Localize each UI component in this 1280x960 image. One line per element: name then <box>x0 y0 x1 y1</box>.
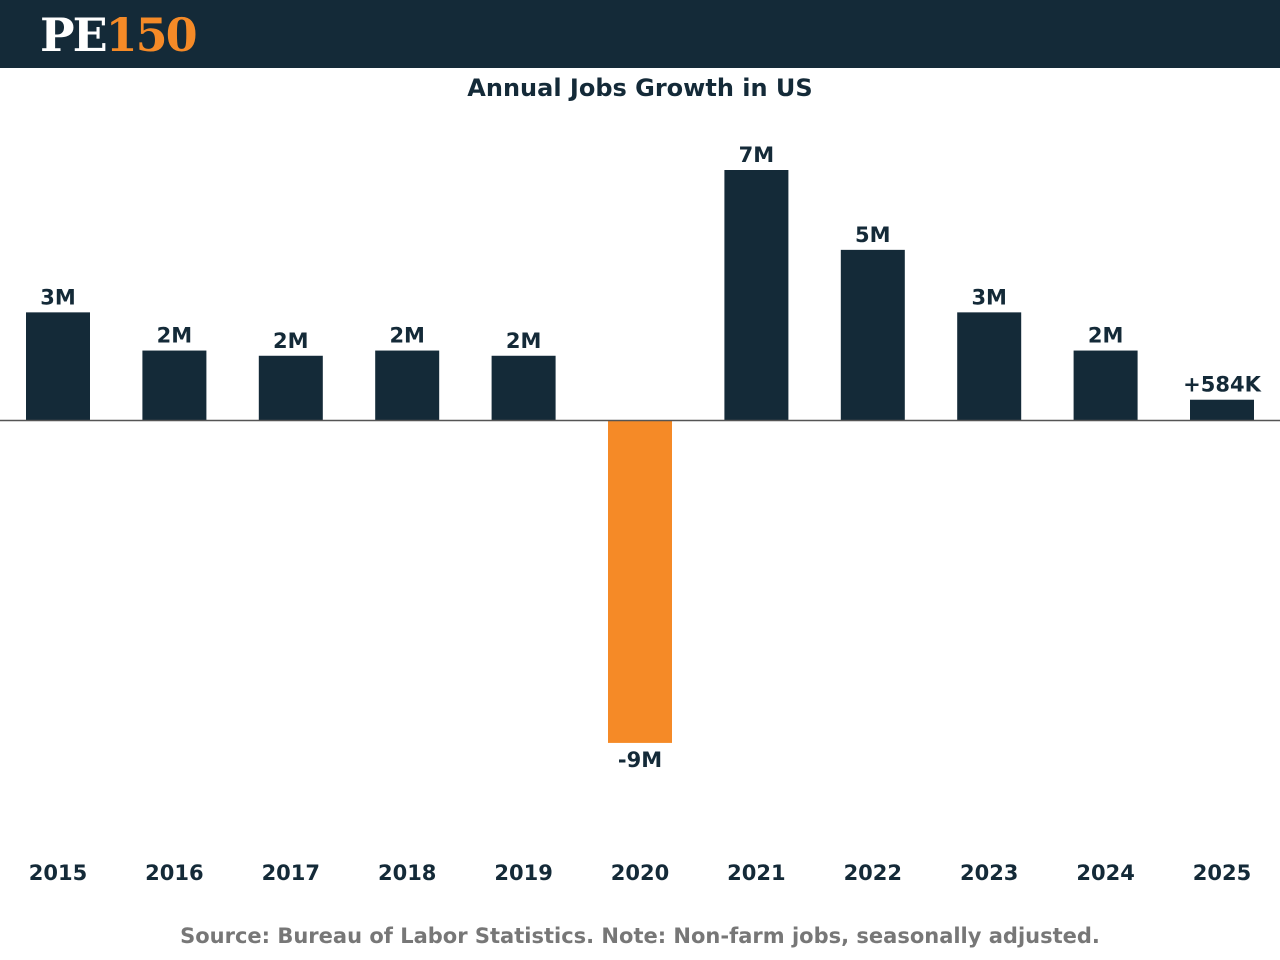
x-tick-label-2022: 2022 <box>844 861 902 885</box>
bar-2019 <box>491 355 556 420</box>
bar-2017 <box>258 355 323 420</box>
x-tick-label-2019: 2019 <box>494 861 552 885</box>
bar-2018 <box>375 350 440 420</box>
data-label-2017: 2M <box>273 329 309 353</box>
data-label-2015: 3M <box>40 285 76 309</box>
pe150-logo: PE150 <box>40 6 198 64</box>
header-bar: PE150 <box>0 0 1280 68</box>
x-tick-label-2025: 2025 <box>1193 861 1251 885</box>
source-note: Source: Bureau of Labor Statistics. Note… <box>180 924 1100 948</box>
x-tick-label-2015: 2015 <box>29 861 87 885</box>
logo-text-pe: PE <box>40 8 108 62</box>
x-tick-label-2021: 2021 <box>727 861 785 885</box>
data-label-2020: -9M <box>618 748 662 772</box>
chart-title: Annual Jobs Growth in US <box>467 74 813 102</box>
bar-2024 <box>1073 350 1138 420</box>
bar-2025 <box>1190 399 1254 420</box>
data-label-2023: 3M <box>971 285 1007 309</box>
x-tick-label-2016: 2016 <box>145 861 203 885</box>
data-label-2018: 2M <box>389 324 425 348</box>
data-label-2019: 2M <box>506 329 542 353</box>
bar-2020 <box>608 420 672 743</box>
bar-2015 <box>26 312 90 420</box>
bar-2016 <box>142 350 207 420</box>
x-tick-label-2024: 2024 <box>1076 861 1134 885</box>
bar-2023 <box>957 312 1022 420</box>
bar-2022 <box>840 249 905 420</box>
logo-text-150: 150 <box>105 8 198 62</box>
data-label-2025: +584K <box>1183 373 1261 397</box>
x-tick-label-2020: 2020 <box>611 861 669 885</box>
data-label-2021: 7M <box>739 143 775 167</box>
bar-2021 <box>724 170 789 420</box>
x-tick-label-2018: 2018 <box>378 861 436 885</box>
x-tick-label-2023: 2023 <box>960 861 1018 885</box>
x-tick-label-2017: 2017 <box>262 861 320 885</box>
data-label-2016: 2M <box>157 324 193 348</box>
data-label-2022: 5M <box>855 223 891 247</box>
data-label-2024: 2M <box>1088 324 1124 348</box>
